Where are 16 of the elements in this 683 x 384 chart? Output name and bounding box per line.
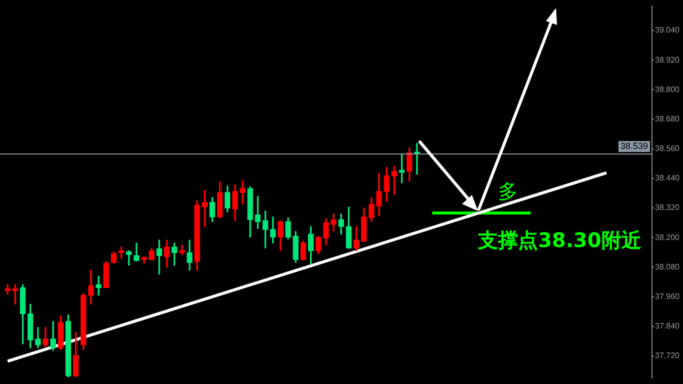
candlestick: [179, 244, 185, 255]
y-tick-label: 37.720: [655, 351, 680, 360]
y-tick-label: 38.680: [655, 114, 680, 124]
y-tick-label: 38.920: [655, 55, 680, 64]
y-tick-label: 38.440: [655, 174, 680, 183]
ref-line-label: 38.539: [620, 141, 648, 152]
y-tick-label: 38.320: [655, 203, 680, 212]
y-tick-label: 37.960: [655, 292, 680, 302]
y-tick-label: 38.800: [655, 84, 680, 94]
y-tick-label: 38.080: [655, 262, 680, 272]
annotation: 支撑点38.30附近: [477, 228, 642, 252]
y-tick-label: 39.040: [655, 26, 680, 35]
y-tick-label: 38.560: [655, 144, 680, 154]
y-tick-label: 38.200: [655, 232, 680, 242]
y-tick-label: 37.840: [655, 322, 680, 331]
annotation: 多: [498, 179, 518, 204]
